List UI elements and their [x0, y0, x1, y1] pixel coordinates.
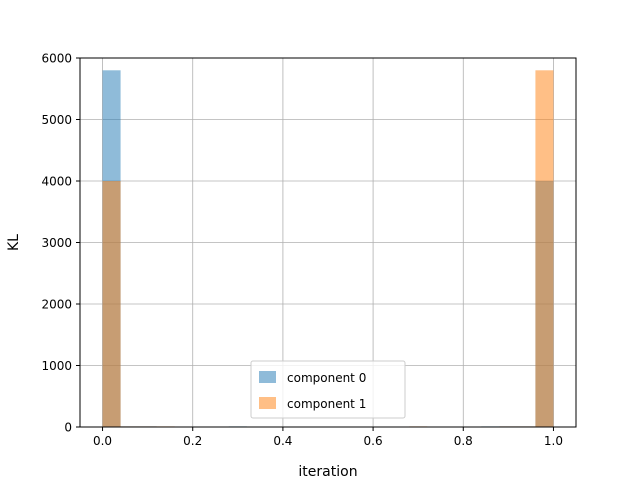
- y-tick-label: 0: [64, 421, 72, 435]
- x-tick-label: 0.2: [183, 434, 202, 448]
- legend-swatch-component-0: [259, 371, 276, 383]
- x-tick-label: 1.0: [544, 434, 563, 448]
- legend-label-component-1: component 1: [287, 397, 366, 411]
- bar-component-1: [535, 70, 554, 428]
- x-tick-label: 0.8: [454, 434, 473, 448]
- y-tick-label: 1000: [41, 359, 72, 373]
- y-tick-label: 3000: [41, 236, 72, 250]
- x-tick-label: 0.0: [93, 434, 112, 448]
- axis-ticks: 0.0 0.2 0.4 0.6 0.8 1.0 0 1000 2000 3000 4000 5000 6…: [41, 52, 563, 449]
- x-tick-label: 0.6: [364, 434, 383, 448]
- bar-component-1: [102, 181, 121, 427]
- x-tick-label: 0.4: [273, 434, 292, 448]
- legend-label-component-0: component 0: [287, 371, 366, 385]
- legend: component 0 component 1: [250, 360, 406, 419]
- y-tick-label: 6000: [41, 52, 72, 66]
- y-tick-label: 5000: [41, 113, 72, 127]
- y-tick-label: 2000: [41, 298, 72, 312]
- histogram-bars: [102, 70, 554, 428]
- legend-swatch-component-1: [259, 397, 276, 409]
- y-tick-label: 4000: [41, 175, 72, 189]
- legend-box: [250, 360, 406, 419]
- x-axis-label: iteration: [298, 464, 357, 480]
- y-axis-label: KL: [6, 234, 22, 251]
